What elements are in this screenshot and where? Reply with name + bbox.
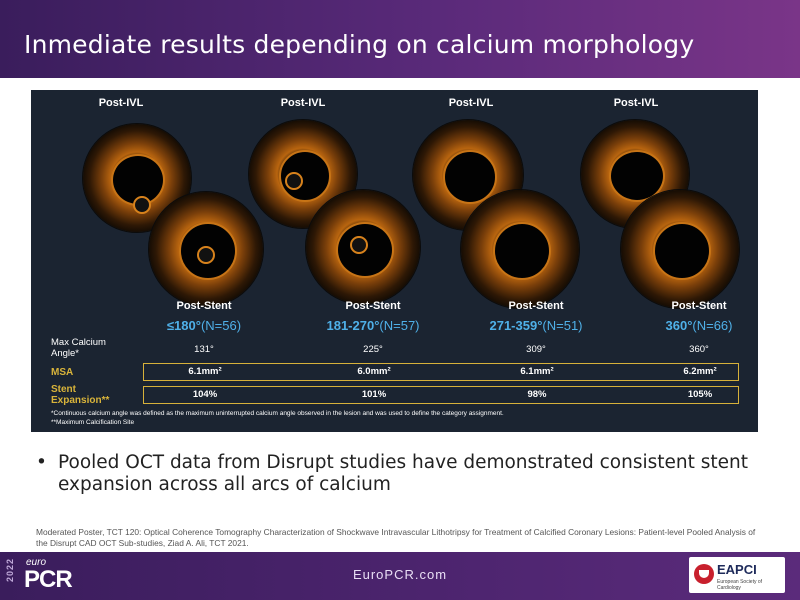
category-header-4: 360°(N=66) (665, 318, 733, 333)
logo-pcr-text: PCR (24, 566, 73, 593)
oct-image-post-stent-3 (461, 190, 579, 308)
post-ivl-label-3: Post-IVL (448, 97, 494, 109)
title-bar: Inmediate results depending on calcium m… (0, 0, 800, 78)
footnote-max-calcification: **Maximum Calcification Site (51, 419, 135, 426)
reference-citation: Moderated Poster, TCT 120: Optical Coher… (36, 527, 756, 548)
msa-value-1: 6.1mm² (188, 366, 222, 377)
post-ivl-label-2: Post-IVL (280, 97, 326, 109)
post-stent-label-4: Post-Stent (671, 300, 727, 312)
logo-euro-text: euro (26, 557, 47, 568)
category-header-3: 271-359°(N=51) (489, 318, 583, 333)
bullet-symbol: • (36, 452, 47, 473)
eapci-name: EAPCI (717, 562, 757, 577)
post-stent-label-2: Post-Stent (345, 300, 401, 312)
bullet-point: • Pooled OCT data from Disrupt studies h… (36, 452, 756, 496)
eapci-logo: EAPCI European Society of Cardiology (689, 557, 785, 593)
expansion-value-1: 104% (192, 389, 218, 400)
oct-image-post-ivl-1 (83, 124, 191, 232)
expansion-value-2: 101% (361, 389, 387, 400)
post-ivl-label-4: Post-IVL (613, 97, 659, 109)
row-label-max-calcium-angle: Max Calcium Angle* (51, 337, 106, 359)
bullet-text: Pooled OCT data from Disrupt studies hav… (58, 452, 748, 495)
max-angle-value-4: 360° (689, 344, 709, 355)
expansion-value-3: 98% (527, 389, 547, 400)
max-angle-value-3: 309° (526, 344, 546, 355)
row-label-stent-expansion: Stent Expansion** (51, 384, 110, 406)
msa-row-box: 6.1mm² 6.0mm² 6.1mm² 6.2mm² (143, 363, 739, 381)
msa-value-4: 6.2mm² (683, 366, 717, 377)
heart-icon (694, 564, 714, 584)
footer-website-link[interactable]: EuroPCR.com (352, 567, 448, 582)
post-ivl-label-1: Post-IVL (98, 97, 144, 109)
post-stent-label-1: Post-Stent (176, 300, 232, 312)
stent-expansion-row-box: 104% 101% 98% 105% (143, 386, 739, 404)
max-angle-value-1: 131° (194, 344, 214, 355)
footer-bar (0, 552, 800, 600)
row-label-msa: MSA (51, 367, 74, 378)
oct-figure-panel: Post-IVL Post-IVL Post-IVL Post-IVL Post… (31, 90, 758, 432)
msa-value-3: 6.1mm² (520, 366, 554, 377)
slide-title: Inmediate results depending on calcium m… (24, 30, 695, 59)
oct-image-post-stent-4 (621, 190, 739, 308)
category-header-2: 181-270°(N=57) (326, 318, 420, 333)
msa-value-2: 6.0mm² (357, 366, 391, 377)
oct-image-post-stent-2 (306, 190, 420, 304)
footnote-calcium-angle: *Continuous calcium angle was defined as… (51, 410, 504, 417)
post-stent-label-3: Post-Stent (508, 300, 564, 312)
oct-image-post-stent-1 (149, 192, 263, 306)
category-header-1: ≤180°(N=56) (166, 318, 242, 333)
max-angle-value-2: 225° (363, 344, 383, 355)
eapci-subtitle: European Society of Cardiology (717, 579, 763, 591)
expansion-value-4: 105% (687, 389, 713, 400)
